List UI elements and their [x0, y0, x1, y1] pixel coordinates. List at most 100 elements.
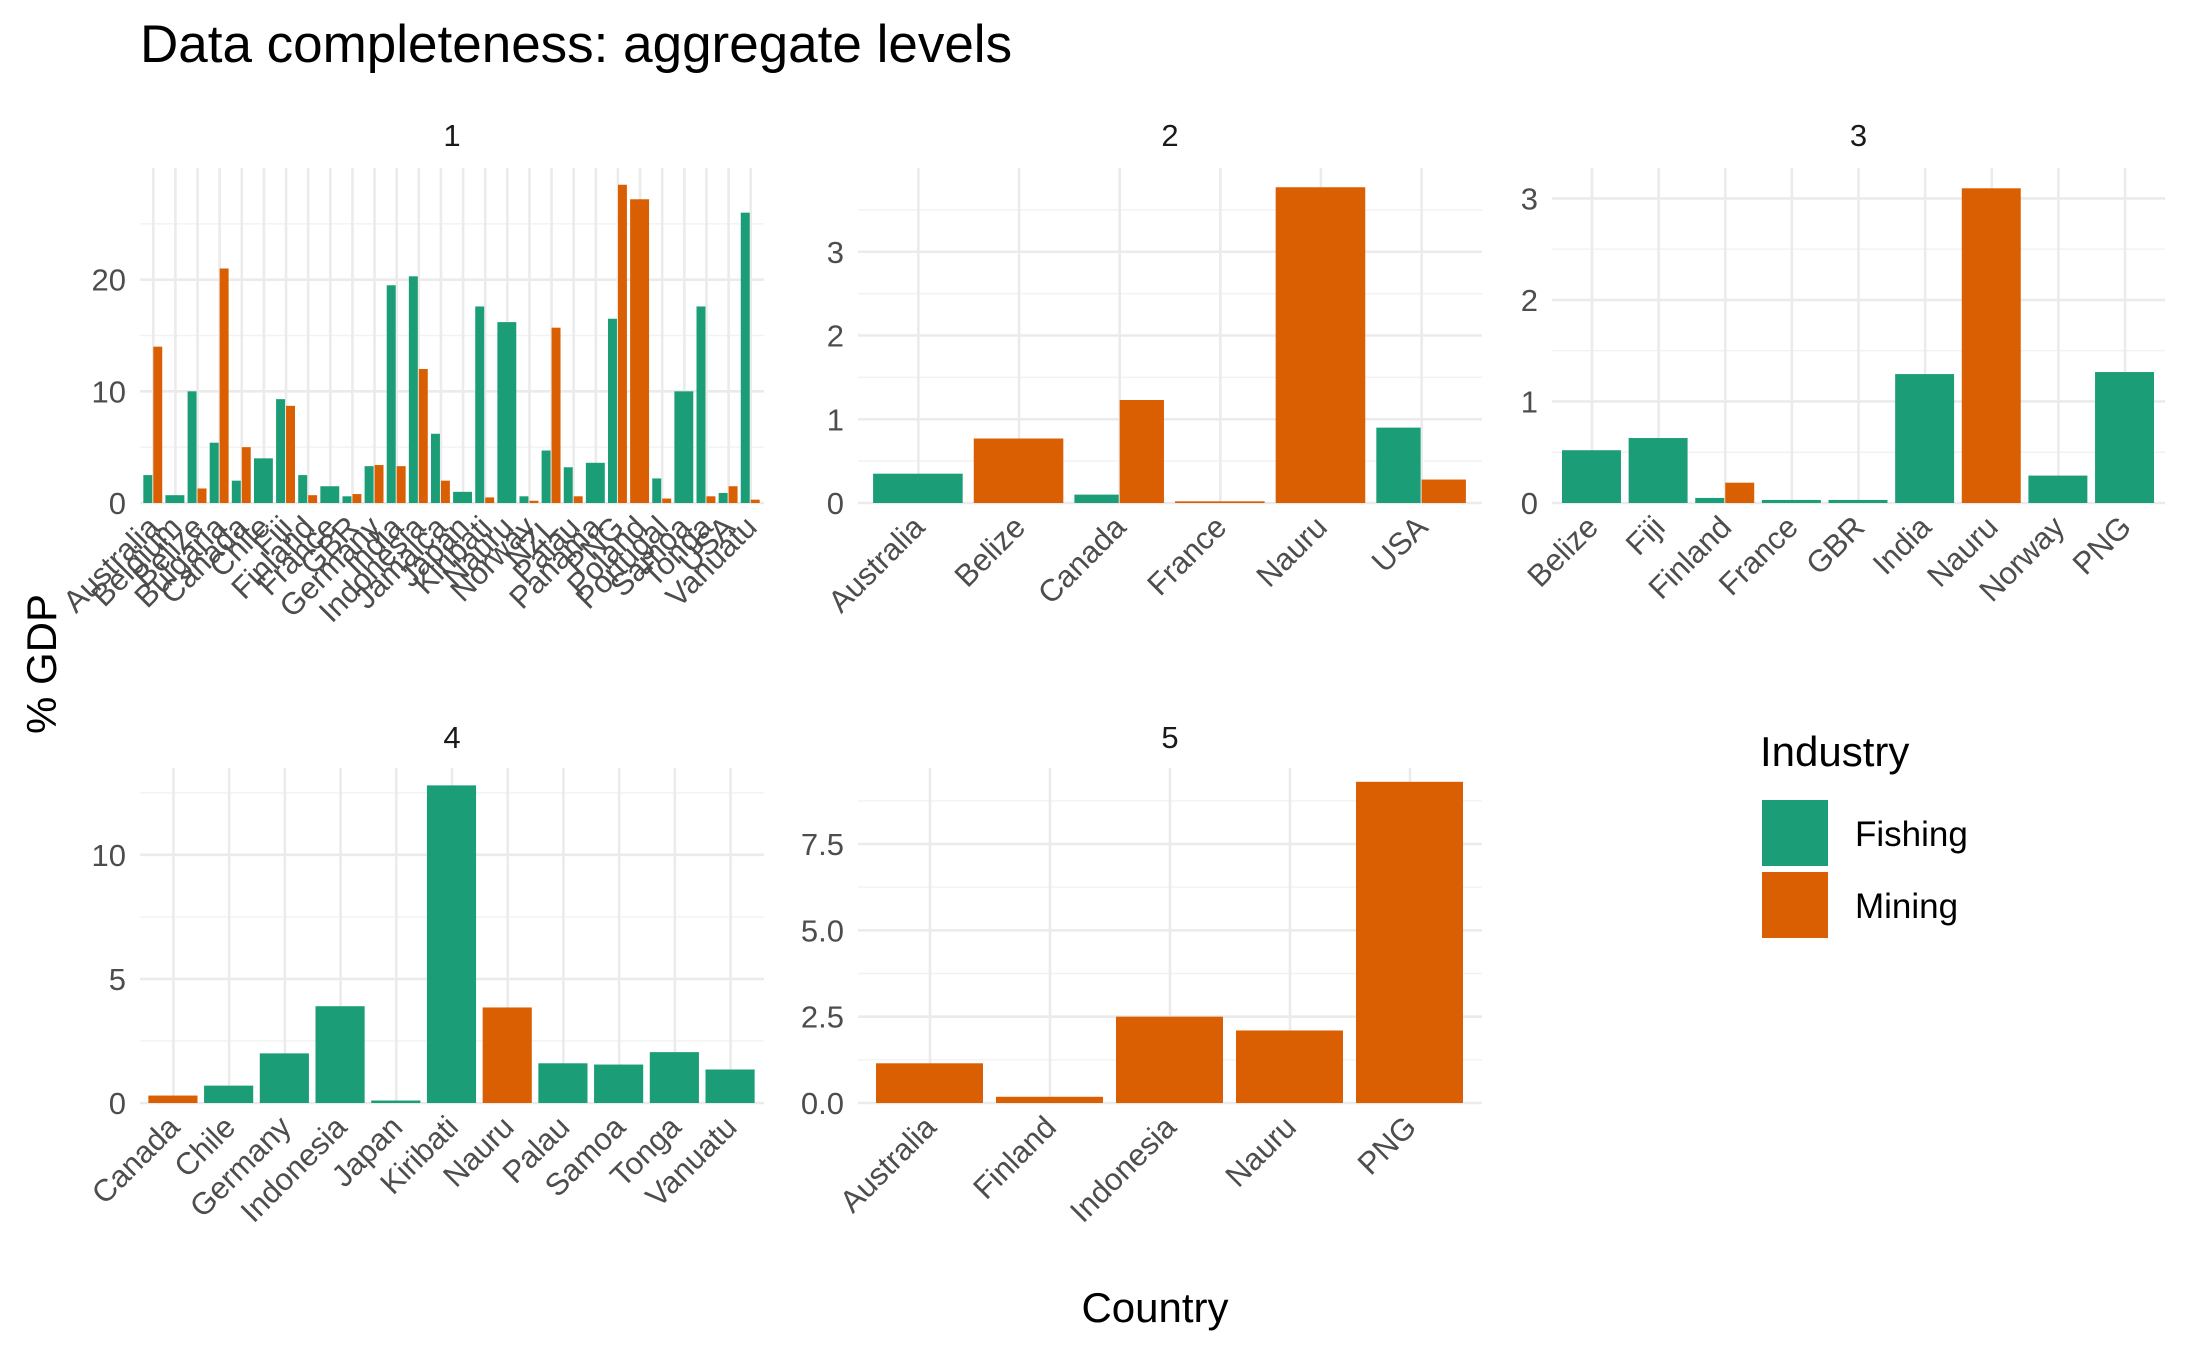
bar-fishing-australia — [873, 473, 963, 503]
bar-fishing-belize — [187, 391, 197, 503]
y-tick-label: 1 — [827, 402, 844, 437]
bar-mining-australia — [876, 1063, 983, 1103]
bar-fishing-gbr — [1828, 499, 1888, 503]
y-tick-label: 5 — [109, 962, 126, 997]
x-axis-title: Country — [1081, 1284, 1228, 1331]
bar-fishing-bulgaria — [209, 442, 219, 503]
bar-fishing-norway — [519, 496, 529, 503]
facet-panel-2: 2 0 1 2 3 Australia Belize Canada France Nauru USA — [821, 118, 1482, 619]
bar-fishing-indonesia — [408, 276, 418, 503]
y-tick-label: 0 — [109, 1086, 126, 1121]
bar-mining-indonesia — [1116, 1016, 1223, 1103]
bar-mining-finland — [308, 495, 318, 503]
bar-mining-jamaica — [440, 480, 450, 503]
x-tick-label: Finland — [966, 1109, 1063, 1206]
chart-title: Data completeness: aggregate levels — [140, 15, 1012, 74]
bar-mining-canada — [241, 447, 251, 503]
bar-fishing-samoa — [594, 1064, 644, 1103]
x-tick-label: GBR — [1799, 509, 1871, 581]
y-tick-label: 0 — [827, 486, 844, 521]
bar-mining-tonga — [706, 496, 716, 503]
bar-mining-kiribati — [485, 497, 495, 503]
legend-key-fishing — [1762, 800, 1828, 866]
x-tick-label: Belize — [1520, 509, 1604, 593]
bar-mining-indonesia — [418, 369, 428, 503]
y-tick-label: 0.0 — [801, 1086, 844, 1121]
bar-fishing-png — [608, 318, 617, 503]
x-tick-label: Canada — [1031, 509, 1133, 611]
x-tick-label: Fiji — [1619, 509, 1672, 562]
bar-fishing-finland — [1695, 497, 1725, 503]
legend-key-mining — [1762, 872, 1828, 938]
bar-fishing-germany — [364, 466, 374, 503]
bar-mining-belize — [197, 488, 207, 503]
bar-fishing-vanuatu — [740, 212, 750, 503]
y-tick-label: 3 — [1521, 181, 1538, 216]
y-tick-label: 2 — [1521, 283, 1538, 318]
bar-mining-france — [1175, 501, 1265, 503]
bar-mining-australia — [153, 346, 163, 503]
legend-title: Industry — [1760, 728, 1909, 775]
facet-panel-1: 101020AustraliaBelgiumBelizeBulgariaCana… — [56, 118, 764, 629]
y-tick-label: 10 — [92, 838, 126, 873]
facet-strip-label: 5 — [1161, 720, 1178, 755]
bar-fishing-germany — [259, 1053, 309, 1103]
bar-fishing-india — [1895, 374, 1955, 503]
legend-label-fishing: Fishing — [1855, 815, 1968, 854]
bar-mining-nauru — [1236, 1030, 1343, 1103]
bar-mining-usa — [728, 486, 738, 503]
bar-fishing-belgium — [165, 495, 185, 503]
bar-fishing-france — [1761, 499, 1821, 503]
bar-fishing-indonesia — [315, 1006, 365, 1103]
bar-fishing-vanuatu — [705, 1069, 755, 1103]
bar-fishing-finland — [298, 475, 308, 503]
legend: Industry Fishing Mining — [1760, 728, 1968, 938]
y-tick-label: 1 — [1521, 384, 1538, 419]
bar-mining-usa — [1421, 479, 1466, 503]
bar-fishing-usa — [718, 492, 728, 503]
bar-mining-nauru — [1275, 187, 1366, 503]
bar-fishing-kiribati — [475, 306, 485, 503]
x-tick-label: France — [1140, 509, 1233, 602]
bar-mining-portugal — [662, 498, 672, 503]
y-tick-label: 7.5 — [801, 827, 844, 862]
bar-fishing-tonga — [649, 1052, 699, 1103]
bar-fishing-nauru — [497, 322, 517, 503]
bar-fishing-belize — [1561, 450, 1621, 503]
x-tick-label: Belize — [948, 509, 1032, 593]
bar-mining-norway — [529, 500, 539, 503]
y-tick-label: 2 — [827, 319, 844, 354]
bar-fishing-canada — [1074, 494, 1119, 503]
bar-mining-nzl — [551, 327, 561, 503]
bar-fishing-fiji — [1628, 438, 1688, 503]
bar-fishing-japan — [453, 491, 473, 503]
bar-fishing-jamaica — [430, 433, 440, 503]
x-tick-label: Nauru — [1249, 509, 1333, 593]
bar-mining-canada — [1119, 399, 1164, 503]
y-tick-label: 5.0 — [801, 913, 844, 948]
x-tick-label: Indonesia — [1063, 1109, 1183, 1229]
bar-mining-gbr — [352, 494, 362, 503]
facet-strip-label: 1 — [443, 118, 460, 153]
bar-fishing-france — [320, 486, 340, 503]
facet-panel-4: 40510CanadaChileGermanyIndonesiaJapanKir… — [85, 720, 764, 1229]
bar-fishing-portugal — [652, 478, 662, 503]
y-tick-label: 0 — [109, 486, 126, 521]
bar-fishing-png — [2095, 372, 2155, 503]
facet-strip-label: 4 — [443, 720, 460, 755]
bar-mining-bulgaria — [219, 268, 229, 503]
bar-mining-palau — [573, 496, 583, 503]
y-axis-title: % GDP — [18, 594, 65, 734]
bar-fishing-panama — [585, 462, 605, 503]
bar-fishing-samoa — [674, 391, 694, 503]
facet-strip-label: 2 — [1161, 118, 1178, 153]
bar-fishing-gbr — [342, 496, 352, 503]
bar-fishing-usa — [1376, 427, 1421, 503]
bar-mining-canada — [148, 1095, 198, 1103]
bar-mining-png — [617, 184, 627, 503]
bar-fishing-palau — [563, 467, 573, 503]
bar-fishing-palau — [538, 1063, 588, 1103]
y-tick-label: 0 — [1521, 486, 1538, 521]
bar-fishing-canada — [231, 480, 241, 503]
